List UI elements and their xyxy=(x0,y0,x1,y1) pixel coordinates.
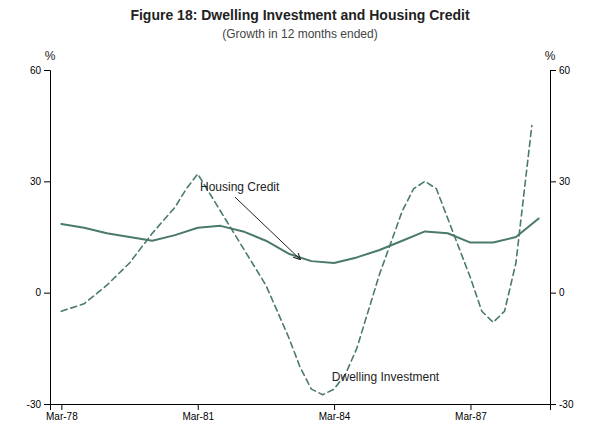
subtitle: (Growth in 12 months ended) xyxy=(222,27,377,41)
tick-mark xyxy=(44,404,50,405)
annotation-arrow xyxy=(235,197,300,259)
line xyxy=(61,218,538,263)
tick-label: 0 xyxy=(559,287,565,298)
tick-label: -30 xyxy=(27,399,42,410)
chart: Figure 18: Dwelling Investment and Housi… xyxy=(0,0,600,440)
tick: Mar-84 xyxy=(319,404,351,422)
tick-mark xyxy=(470,404,471,410)
tick: -30 xyxy=(550,399,574,410)
tick-mark xyxy=(550,404,556,405)
tick: 60 xyxy=(30,65,50,76)
tick-mark xyxy=(44,70,50,71)
tick-label: Mar-87 xyxy=(455,411,487,422)
line xyxy=(61,126,531,395)
tick-label: Mar-81 xyxy=(182,411,214,422)
plot-area xyxy=(61,126,538,395)
tick: 0 xyxy=(550,287,565,298)
tick-mark xyxy=(550,181,556,182)
y2-axis-line xyxy=(551,71,557,405)
tick-label: 60 xyxy=(30,65,42,76)
tick: 30 xyxy=(550,176,571,187)
tick-label: 60 xyxy=(559,65,571,76)
tick-label: Mar-78 xyxy=(46,411,78,422)
tick-label: -30 xyxy=(559,399,574,410)
tick-mark xyxy=(44,293,50,294)
annotation: Dwelling Investment xyxy=(332,370,440,384)
y-axis-line xyxy=(44,71,51,405)
tick-mark xyxy=(44,181,50,182)
tick: Mar-87 xyxy=(455,404,487,422)
x-axis-line xyxy=(51,405,551,411)
tick-label: 30 xyxy=(559,176,571,187)
tick-label: 0 xyxy=(35,287,41,298)
tick-label: Mar-84 xyxy=(319,411,351,422)
y-axis-label: % xyxy=(45,49,56,63)
tick-mark xyxy=(61,404,62,410)
tick: 30 xyxy=(30,176,50,187)
tick: Mar-81 xyxy=(182,404,214,422)
y-axis: -30 0 30 60 xyxy=(27,65,51,410)
title: Figure 18: Dwelling Investment and Housi… xyxy=(130,7,469,23)
y2-axis-label: % xyxy=(545,49,556,63)
annotations: Housing Credit Dwelling Investment xyxy=(200,180,440,384)
tick: 0 xyxy=(35,287,50,298)
tick-mark xyxy=(334,404,335,410)
tick: 60 xyxy=(550,65,571,76)
tick: -30 xyxy=(27,399,50,410)
tick-mark xyxy=(550,70,556,71)
tick-label: 30 xyxy=(30,176,42,187)
tick-mark xyxy=(198,404,199,410)
tick-mark xyxy=(550,293,556,294)
tick: Mar-78 xyxy=(46,404,78,422)
y2-axis: -30 0 30 60 xyxy=(550,65,574,410)
x-axis: Mar-78 Mar-81 Mar-84 Mar-87 xyxy=(46,404,550,422)
annotation: Housing Credit xyxy=(200,180,280,194)
